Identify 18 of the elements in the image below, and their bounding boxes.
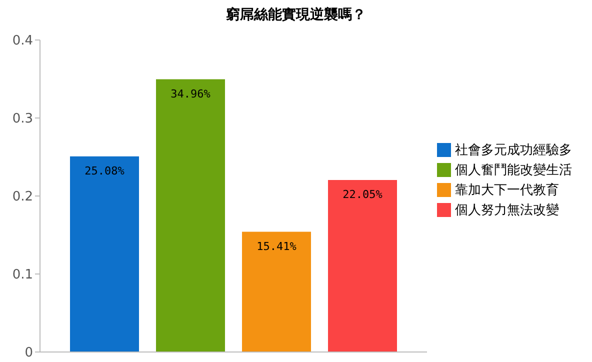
bar xyxy=(328,180,397,352)
y-tick-label: 0 xyxy=(24,346,33,361)
legend-label: 靠加大下一代教育 xyxy=(455,183,559,198)
data-label: 22.05% xyxy=(342,188,383,202)
y-tick-label: 0.3 xyxy=(12,112,33,127)
y-tick-label: 0.2 xyxy=(12,190,33,205)
bar xyxy=(242,232,311,352)
chart-title: 窮屌絲能實現逆襲嗎？ xyxy=(225,6,367,24)
data-label: 15.41% xyxy=(256,240,297,253)
bar xyxy=(70,156,139,352)
y-tick-label: 0.1 xyxy=(12,268,33,283)
bar xyxy=(156,79,225,352)
legend-label: 社會多元成功經驗多 xyxy=(455,143,572,158)
data-label: 25.08% xyxy=(84,164,125,178)
legend-label: 個人努力無法改變 xyxy=(455,203,559,218)
data-label: 34.96% xyxy=(170,87,211,100)
y-tick-label: 0.4 xyxy=(12,34,33,49)
legend-label: 個人奮鬥能改變生活 xyxy=(455,163,572,178)
